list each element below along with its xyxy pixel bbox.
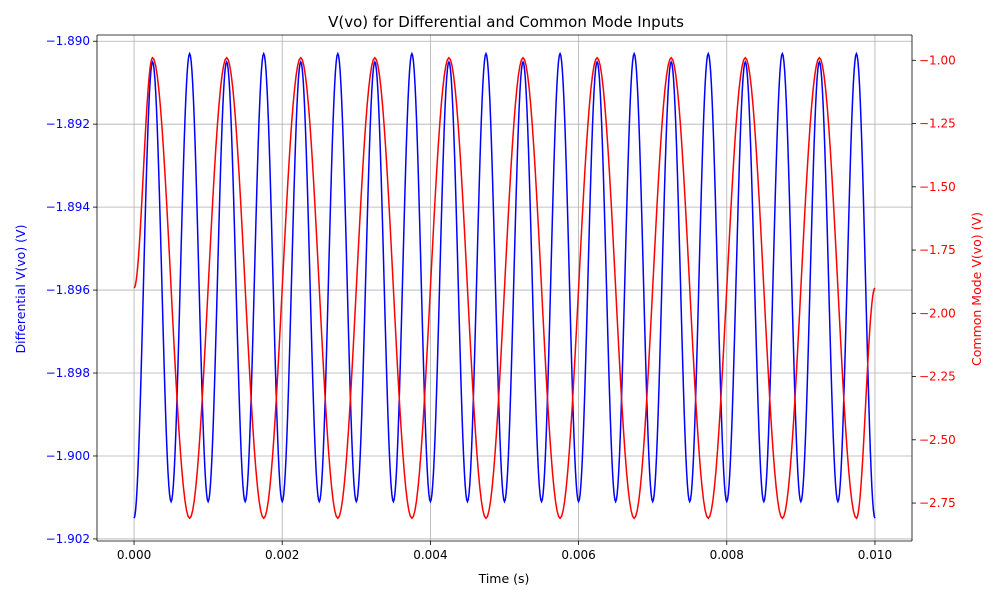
y-tick-label-right: −1.50 (919, 180, 956, 194)
y-axis-label-left: Differential V(vo) (V) (13, 225, 28, 354)
y-tick-label-right: −2.00 (919, 306, 956, 320)
x-axis-label: Time (s) (478, 571, 530, 586)
x-tick-label: 0.002 (265, 548, 299, 562)
x-tick-label: 0.006 (561, 548, 595, 562)
x-tick-label: 0.010 (858, 548, 892, 562)
x-tick-label: 0.004 (413, 548, 447, 562)
axes-frame (96, 34, 913, 542)
y-ticks-left: −1.890 −1.892 −1.894 −1.896 −1.898 −1.900 −1.9… (46, 34, 97, 546)
y-tick-label-left: −1.892 (46, 117, 90, 131)
y-ticks-right: −1.00 −1.25 −1.50 −1.75 −2.00 −2.25 −2.50 −2.75 (912, 53, 956, 510)
common-mode-series-line (133, 56, 876, 520)
differential-series-line (133, 51, 876, 519)
x-tick-label: 0.000 (117, 548, 151, 562)
y-axis-label-right: Common Mode V(vo) (V) (969, 212, 984, 366)
series-group (133, 51, 876, 520)
y-tick-label-left: −1.898 (46, 366, 90, 380)
y-tick-label-left: −1.894 (46, 200, 90, 214)
y-tick-label-right: −1.00 (919, 53, 956, 67)
y-tick-label-left: −1.890 (46, 34, 90, 48)
y-tick-label-left: −1.900 (46, 449, 90, 463)
y-tick-label-right: −2.25 (919, 370, 956, 384)
x-ticks: 0.000 0.002 0.004 0.006 0.008 0.010 (117, 541, 892, 562)
chart-title: V(vo) for Differential and Common Mode I… (328, 13, 684, 31)
y-tick-label-left: −1.902 (46, 532, 90, 546)
y-tick-label-right: −1.75 (919, 243, 956, 257)
y-tick-label-right: −1.25 (919, 117, 956, 131)
y-tick-label-left: −1.896 (46, 283, 90, 297)
y-tick-label-right: −2.75 (919, 496, 956, 510)
x-tick-label: 0.008 (710, 548, 744, 562)
y-tick-label-right: −2.50 (919, 433, 956, 447)
